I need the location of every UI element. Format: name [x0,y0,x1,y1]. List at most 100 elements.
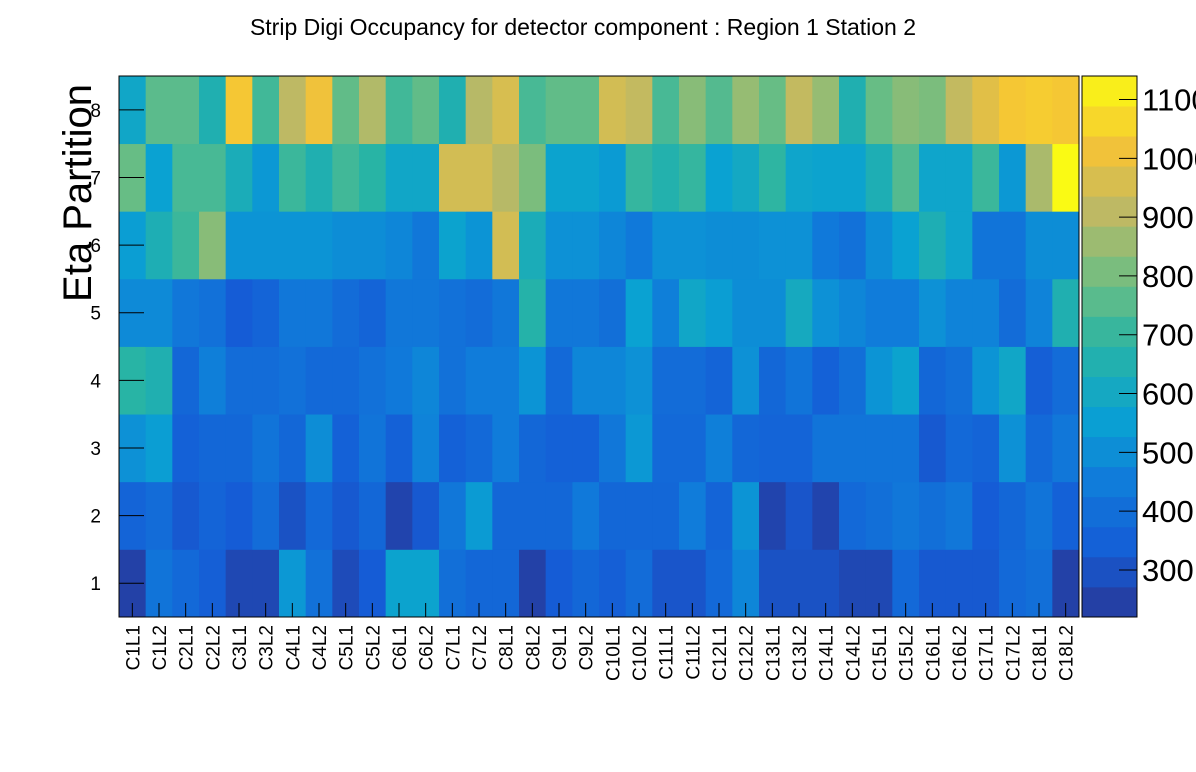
heatmap-cell [732,143,760,212]
heatmap-cell [492,211,520,280]
heatmap-cell [759,346,787,415]
colorbar-segment [1082,406,1137,438]
heatmap-cell [252,76,280,145]
heatmap-cell [999,143,1027,212]
heatmap-cell [759,76,787,145]
colorbar-segment [1082,106,1137,137]
heatmap-cell [279,278,307,347]
heatmap-cell [225,414,253,483]
heatmap-cell [439,76,467,145]
heatmap-cell [599,481,627,550]
x-tick-label: C15L2 [897,625,918,681]
heatmap-cell [972,143,1000,212]
heatmap-cell [625,76,653,145]
heatmap-cell [545,278,573,347]
heatmap-cell [865,278,893,347]
heatmap-cell [865,414,893,483]
y-tick-label: 8 [90,101,101,122]
heatmap-cell [279,346,307,415]
heatmap-cell [625,481,653,550]
heatmap-cell [412,481,440,550]
heatmap-cell [812,211,840,280]
heatmap-cell [1052,211,1080,280]
heatmap-cell [279,76,307,145]
heatmap-cell [279,211,307,280]
x-tick-label: C13L2 [790,625,811,681]
heatmap-cell [652,414,680,483]
heatmap-cell [359,76,387,145]
heatmap-cell [572,211,600,280]
heatmap-cell [999,76,1027,145]
heatmap-cell [679,143,707,212]
heatmap-cell [1025,346,1053,415]
heatmap-cell [492,278,520,347]
heatmap-cell [625,278,653,347]
heatmap-cell [812,481,840,550]
x-tick-label: C17L2 [1003,625,1024,681]
x-tick-label: C10L1 [603,625,624,681]
x-tick-label: C10L2 [630,625,651,681]
x-tick-label: C9L2 [577,625,598,670]
heatmap-cell [972,211,1000,280]
heatmap-cell [305,414,333,483]
heatmap-cell [1052,278,1080,347]
colorbar-segment [1082,256,1137,287]
heatmap-cell [225,346,253,415]
heatmap-cell [945,278,973,347]
heatmap-cell [145,211,173,280]
heatmap-cell [1025,414,1053,483]
heatmap-cells [119,76,1080,618]
heatmap-cell [439,346,467,415]
heatmap-cell [1025,76,1053,145]
heatmap-cell [652,346,680,415]
heatmap-cell [465,278,493,347]
colorbar-segment [1082,586,1137,618]
heatmap-cell [839,481,867,550]
heatmap-cell [865,143,893,212]
heatmap-cell [919,76,947,145]
heatmap-cell [705,414,733,483]
heatmap-cell [572,143,600,212]
heatmap-cell [199,211,227,280]
heatmap-cell [385,278,413,347]
heatmap-cell [519,414,547,483]
x-tick-label: C15L1 [870,625,891,681]
heatmap-cell [865,76,893,145]
x-tick-label: C17L1 [977,625,998,681]
heatmap-cell [279,414,307,483]
heatmap-cell [945,414,973,483]
heatmap-cell [785,346,813,415]
heatmap-cell [679,481,707,550]
heatmap-cell [839,76,867,145]
heatmap-cell [999,346,1027,415]
heatmap-cell [199,278,227,347]
x-tick-label: C16L1 [923,625,944,681]
colorbar-segment [1082,316,1137,347]
heatmap-cell [172,346,200,415]
x-tick-label: C4L2 [310,625,331,670]
heatmap-cell [652,481,680,550]
heatmap-cell [732,414,760,483]
heatmap-cell [652,211,680,280]
heatmap-cell [465,143,493,212]
heatmap-cell [652,278,680,347]
heatmap-cell [892,211,920,280]
heatmap-cell [305,143,333,212]
heatmap-cell [332,414,360,483]
heatmap-cell [999,481,1027,550]
x-tick-label: C9L1 [550,625,571,670]
heatmap-cell [492,481,520,550]
heatmap-cell [1025,278,1053,347]
x-tick-label: C5L2 [363,625,384,670]
heatmap-cell [705,346,733,415]
heatmap-cell [865,211,893,280]
heatmap-cell [972,278,1000,347]
heatmap-cell [919,278,947,347]
heatmap-cell [839,414,867,483]
colorbar-tick-label: 1000 [1142,141,1196,176]
heatmap-cell [705,278,733,347]
heatmap-cell [945,346,973,415]
heatmap-cell [812,278,840,347]
heatmap-cell [199,76,227,145]
heatmap-cell [305,346,333,415]
